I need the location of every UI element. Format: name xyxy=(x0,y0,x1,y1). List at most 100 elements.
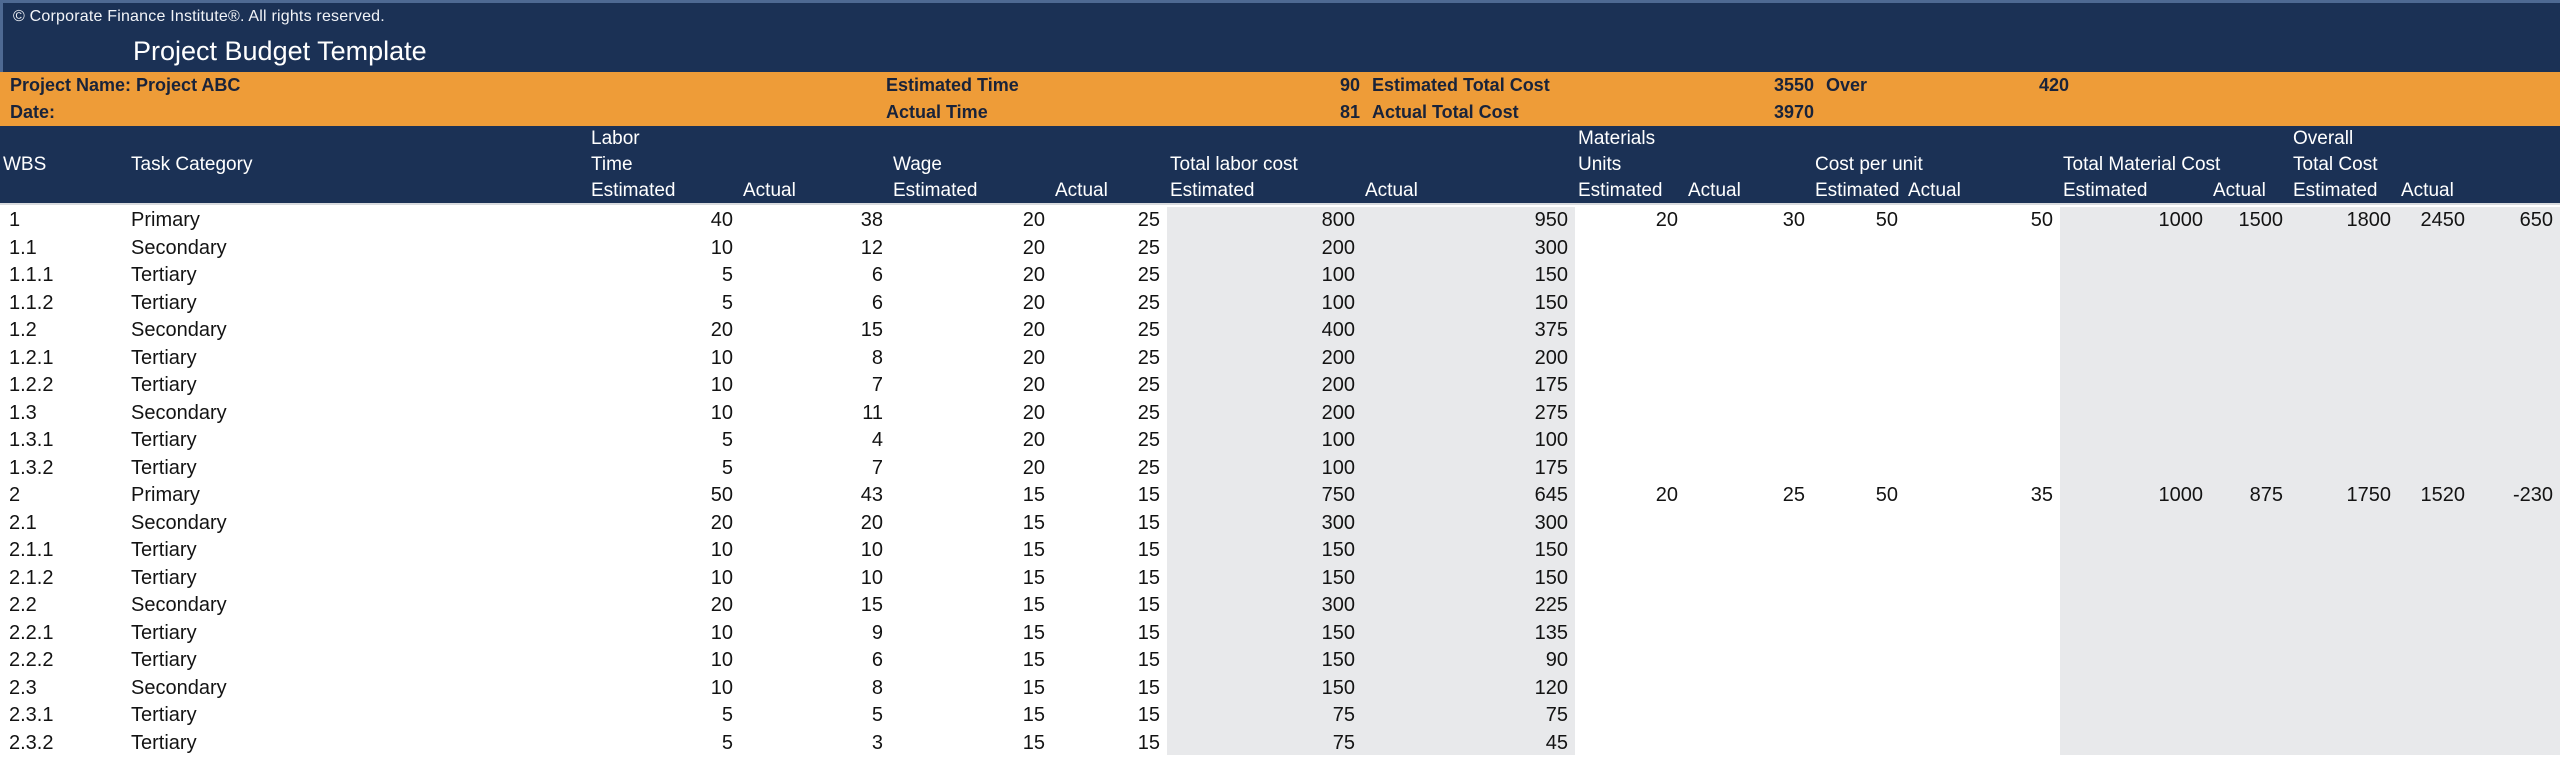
cell-cost-per-unit-estimated-row18[interactable] xyxy=(1812,675,1905,703)
cell-overall-total-cost-estimated-row6[interactable] xyxy=(2290,344,2398,372)
cell-labor-time-estimated-row9[interactable]: 5 xyxy=(721,429,733,451)
cell-wbs-row4[interactable]: 1.1.2 xyxy=(9,291,54,314)
cell-wage-actual-row2[interactable]: 25 xyxy=(1137,236,1160,259)
cell-materials-units-estimated-row6[interactable] xyxy=(1575,345,1685,373)
cell-labor-time-actual-row8[interactable]: 11 xyxy=(862,401,883,424)
cell-materials-units-actual-row2[interactable] xyxy=(1685,235,1812,263)
cell-labor-time-actual-row10[interactable]: 7 xyxy=(871,456,883,479)
cell-total-material-cost-actual-row9[interactable] xyxy=(2210,427,2290,455)
cell-cost-per-unit-actual-row16[interactable] xyxy=(1905,620,2060,648)
cell-total-material-cost-estimated-row1[interactable]: 1000 xyxy=(2060,207,2210,235)
cell-over-under-row9[interactable] xyxy=(2472,427,2560,455)
cell-total-material-cost-estimated-row14[interactable] xyxy=(2060,564,2210,592)
project-name-cell[interactable]: Project Name: Project ABC xyxy=(10,75,241,95)
cell-task-category-row16[interactable]: Tertiary xyxy=(131,621,197,644)
cell-overall-total-cost-estimated-row15[interactable] xyxy=(2290,592,2398,620)
cell-task-category-row3[interactable]: Tertiary xyxy=(131,264,197,286)
estimated-time-label-cell[interactable]: Estimated Time xyxy=(886,75,1019,95)
cell-cost-per-unit-actual-row10[interactable] xyxy=(1905,455,2060,483)
cell-wage-actual-row3[interactable]: 25 xyxy=(1137,264,1160,286)
cell-total-labor-cost-estimated-row18[interactable]: 150 xyxy=(1167,674,1362,702)
header-estimated-col7[interactable]: Estimated xyxy=(1170,180,1255,201)
cell-total-labor-cost-actual-row19[interactable]: 75 xyxy=(1362,702,1575,730)
cell-materials-units-estimated-row16[interactable] xyxy=(1575,620,1685,648)
cell-cost-per-unit-estimated-row19[interactable] xyxy=(1812,702,1905,730)
cell-materials-units-actual-row12[interactable] xyxy=(1685,510,1812,538)
cell-over-under-row20[interactable] xyxy=(2472,729,2560,757)
cell-total-material-cost-estimated-row2[interactable] xyxy=(2060,234,2210,262)
cell-wbs-row5[interactable]: 1.2 xyxy=(9,319,37,341)
cell-over-under-row11[interactable]: -230 xyxy=(2472,482,2560,510)
header-estimated-col5[interactable]: Estimated xyxy=(893,180,978,201)
cell-overall-total-cost-estimated-row7[interactable] xyxy=(2290,372,2398,400)
cell-labor-time-actual-row17[interactable]: 6 xyxy=(871,649,883,671)
cell-cost-per-unit-estimated-row7[interactable] xyxy=(1812,372,1905,400)
cell-total-labor-cost-estimated-row3[interactable]: 100 xyxy=(1167,262,1362,290)
cell-materials-units-actual-row9[interactable] xyxy=(1685,427,1812,455)
cell-total-labor-cost-estimated-row8[interactable]: 200 xyxy=(1167,399,1362,427)
cell-cost-per-unit-actual-row17[interactable] xyxy=(1905,647,2060,675)
cell-labor-time-estimated-row5[interactable]: 20 xyxy=(710,319,733,341)
cell-total-labor-cost-estimated-row12[interactable]: 300 xyxy=(1167,509,1362,537)
cell-wage-estimated-row1[interactable]: 20 xyxy=(1022,209,1045,231)
cell-cost-per-unit-actual-row1[interactable]: 50 xyxy=(2030,209,2053,231)
cell-wbs-row16[interactable]: 2.2.1 xyxy=(9,621,54,644)
cell-overall-total-cost-estimated-row8[interactable] xyxy=(2290,399,2398,427)
cell-wage-estimated-row12[interactable]: 15 xyxy=(1022,511,1045,534)
cell-labor-time-actual-row3[interactable]: 6 xyxy=(871,264,883,286)
cell-overall-total-cost-actual-row10[interactable] xyxy=(2398,454,2472,482)
cell-cost-per-unit-estimated-row15[interactable] xyxy=(1812,592,1905,620)
cell-materials-units-estimated-row2[interactable] xyxy=(1575,235,1685,263)
cell-labor-time-actual-row4[interactable]: 6 xyxy=(871,291,883,314)
cell-total-material-cost-estimated-row4[interactable] xyxy=(2060,289,2210,317)
cell-cost-per-unit-estimated-row2[interactable] xyxy=(1812,235,1905,263)
cell-total-labor-cost-actual-row9[interactable]: 100 xyxy=(1362,427,1575,455)
cell-total-labor-cost-estimated-row14[interactable]: 150 xyxy=(1167,564,1362,592)
cell-total-labor-cost-estimated-row1[interactable]: 800 xyxy=(1167,207,1362,235)
cell-total-material-cost-actual-row2[interactable] xyxy=(2210,234,2290,262)
cell-total-material-cost-actual-row4[interactable] xyxy=(2210,289,2290,317)
cell-materials-units-actual-row8[interactable] xyxy=(1685,400,1812,428)
cell-wage-estimated-row9[interactable]: 20 xyxy=(1022,429,1045,451)
cell-total-material-cost-estimated-row3[interactable] xyxy=(2060,262,2210,290)
cell-overall-total-cost-estimated-row1[interactable]: 1800 xyxy=(2290,207,2398,235)
cell-overall-total-cost-actual-row7[interactable] xyxy=(2398,372,2472,400)
cell-labor-time-actual-row16[interactable]: 9 xyxy=(871,621,883,644)
cell-labor-time-estimated-row13[interactable]: 10 xyxy=(710,539,733,561)
cell-total-labor-cost-actual-row4[interactable]: 150 xyxy=(1362,289,1575,317)
actual-total-cost-value-cell[interactable]: 3970 xyxy=(1773,102,1814,122)
cell-cost-per-unit-actual-row20[interactable] xyxy=(1905,730,2060,758)
cell-materials-units-actual-row3[interactable] xyxy=(1685,262,1812,290)
cell-wage-estimated-row16[interactable]: 15 xyxy=(1022,621,1045,644)
cell-task-category-row12[interactable]: Secondary xyxy=(131,511,227,534)
header-cost-per-unit-col11[interactable]: Cost per unit xyxy=(1815,154,1923,175)
cell-over-under-row13[interactable] xyxy=(2472,537,2560,565)
cell-materials-units-estimated-row11[interactable]: 20 xyxy=(1655,484,1678,506)
cell-wage-actual-row19[interactable]: 15 xyxy=(1137,704,1160,726)
header-actual-col16[interactable]: Actual xyxy=(2401,180,2454,201)
cell-materials-units-estimated-row17[interactable] xyxy=(1575,647,1685,675)
cell-wage-estimated-row6[interactable]: 20 xyxy=(1022,346,1045,369)
cell-cost-per-unit-actual-row13[interactable] xyxy=(1905,537,2060,565)
cell-materials-units-estimated-row9[interactable] xyxy=(1575,427,1685,455)
cell-wage-estimated-row19[interactable]: 15 xyxy=(1022,704,1045,726)
cell-wbs-row20[interactable]: 2.3.2 xyxy=(9,731,54,754)
cell-wbs-row12[interactable]: 2.1 xyxy=(9,511,37,534)
cell-wage-actual-row16[interactable]: 15 xyxy=(1137,621,1160,644)
cell-materials-units-actual-row10[interactable] xyxy=(1685,455,1812,483)
cell-overall-total-cost-actual-row15[interactable] xyxy=(2398,592,2472,620)
cell-total-material-cost-actual-row12[interactable] xyxy=(2210,509,2290,537)
estimated-time-value-cell[interactable]: 90 xyxy=(1339,75,1360,95)
cell-wage-estimated-row17[interactable]: 15 xyxy=(1022,649,1045,671)
cell-overall-total-cost-actual-row1[interactable]: 2450 xyxy=(2398,207,2472,235)
cell-labor-time-actual-row9[interactable]: 4 xyxy=(871,429,883,451)
cell-wage-actual-row20[interactable]: 15 xyxy=(1137,731,1160,754)
header-estimated-col15[interactable]: Estimated xyxy=(2293,180,2378,201)
cell-labor-time-actual-row20[interactable]: 3 xyxy=(871,731,883,754)
cell-labor-time-estimated-row16[interactable]: 10 xyxy=(710,621,733,644)
date-cell[interactable]: Date: xyxy=(10,102,56,122)
cell-materials-units-estimated-row4[interactable] xyxy=(1575,290,1685,318)
cell-materials-units-estimated-row20[interactable] xyxy=(1575,730,1685,758)
cell-total-material-cost-estimated-row18[interactable] xyxy=(2060,674,2210,702)
cell-materials-units-actual-row11[interactable]: 25 xyxy=(1782,484,1805,506)
